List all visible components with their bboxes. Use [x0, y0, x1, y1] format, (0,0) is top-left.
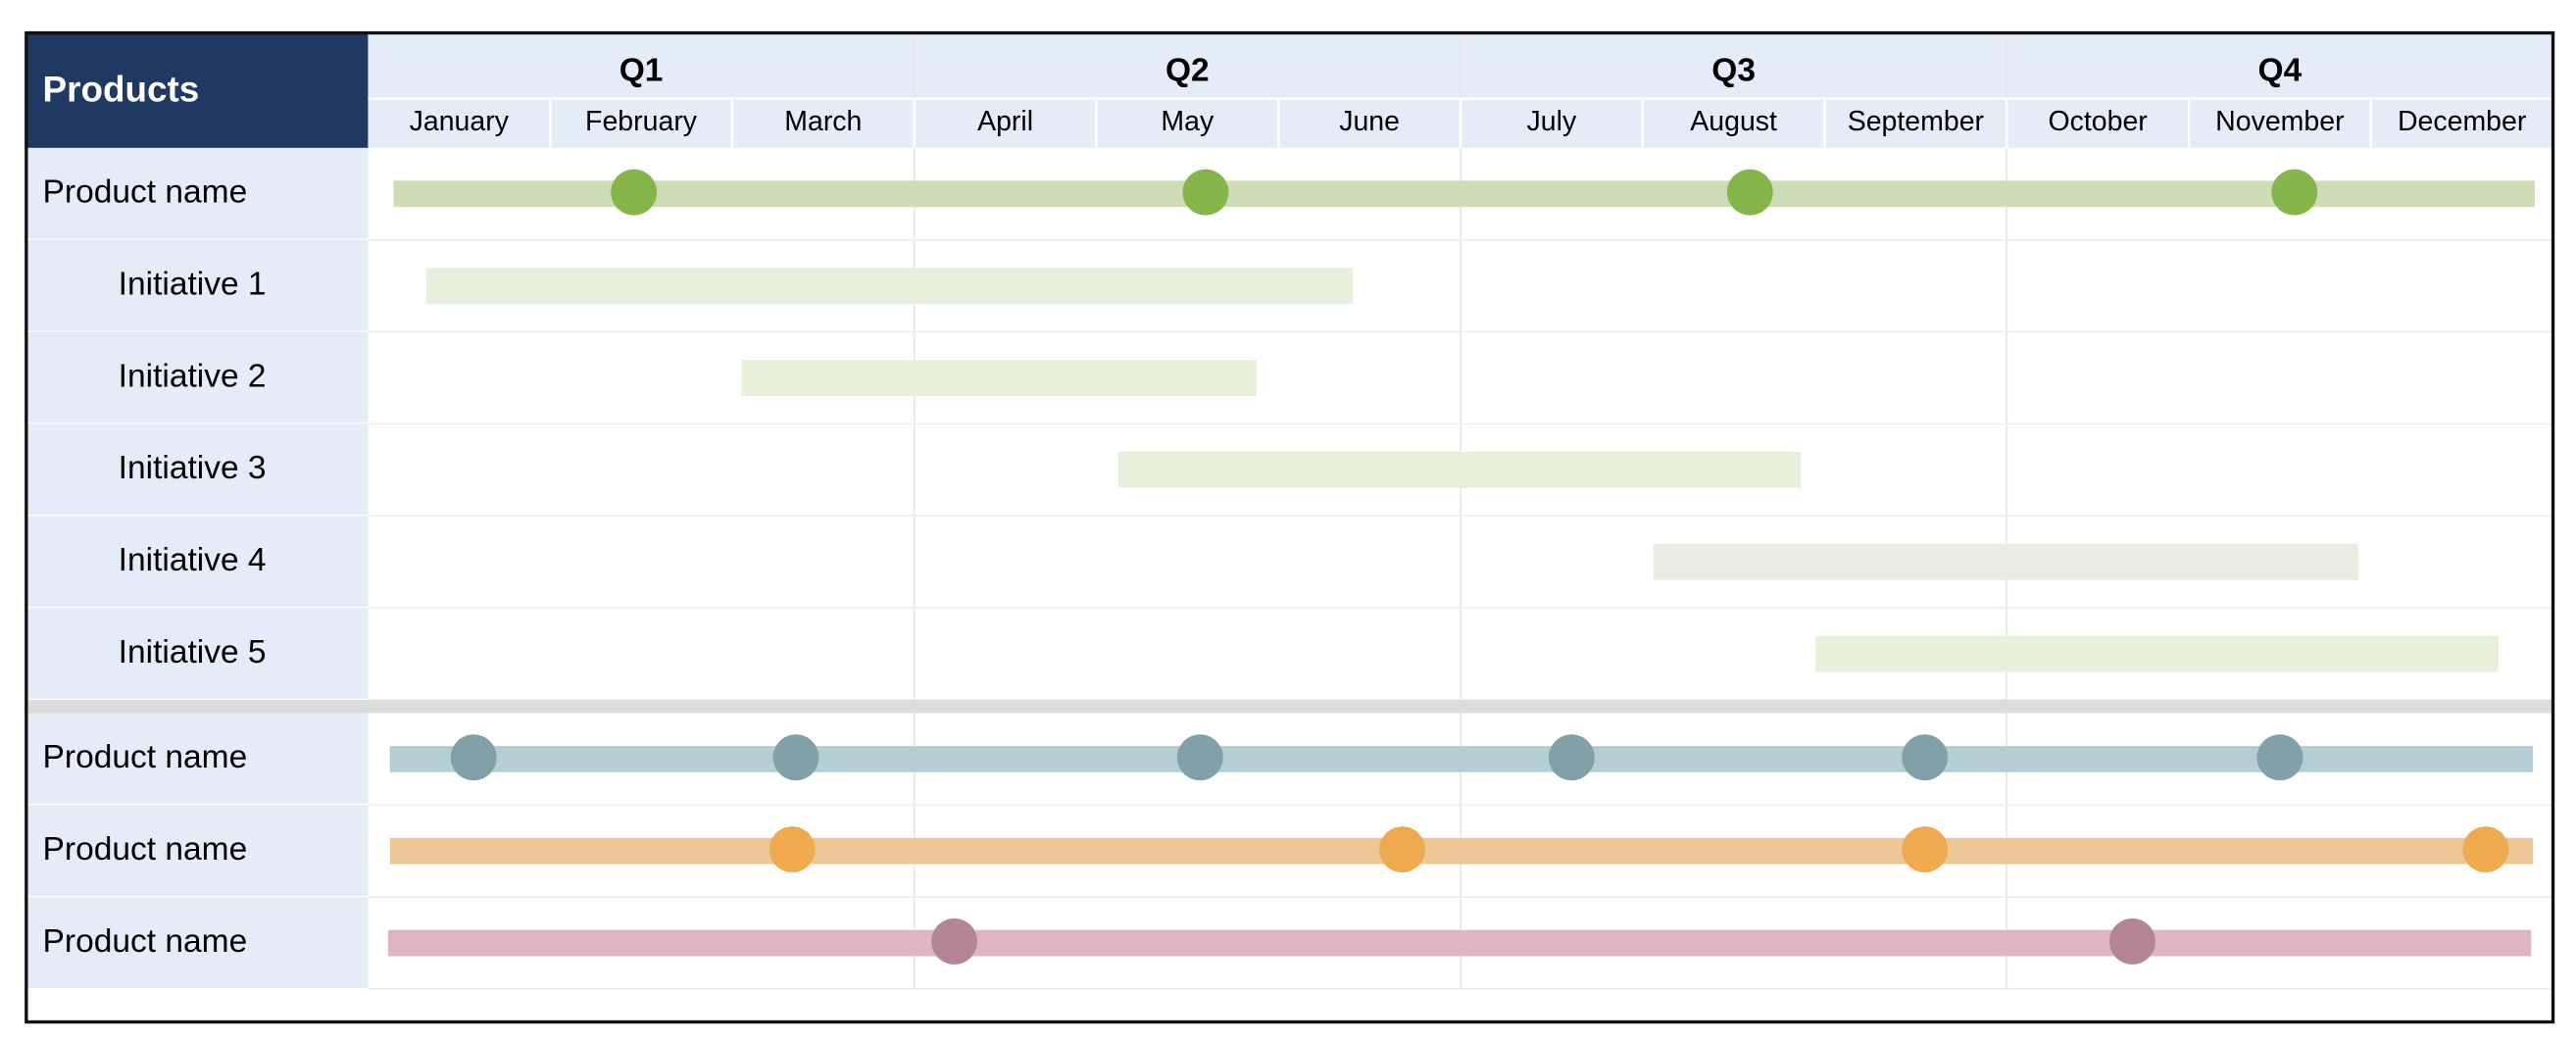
month-label: September: [1848, 106, 1985, 137]
month-label: November: [2215, 106, 2345, 137]
milestone: [1902, 734, 1949, 781]
quarter-label: Q1: [619, 53, 664, 89]
product-label: Product name: [43, 174, 248, 211]
initiative-label: Initiative 3: [119, 450, 267, 486]
month-label: May: [1161, 106, 1214, 137]
quarter-label: Q3: [1711, 53, 1756, 89]
label-cell: [25, 239, 369, 332]
label-cell: [25, 331, 369, 424]
month-label: October: [2048, 106, 2148, 137]
month-label: February: [585, 106, 698, 137]
month-label: January: [410, 106, 510, 137]
milestone: [2271, 169, 2318, 216]
header-cell: [25, 32, 369, 148]
milestone: [1379, 826, 1426, 872]
product-bar: [389, 745, 2534, 772]
label-cell: [25, 147, 369, 240]
milestone: [772, 734, 819, 781]
label-cell: [25, 713, 369, 806]
outer-border: [25, 30, 2555, 1024]
quarter-label: Q4: [2258, 53, 2303, 89]
milestone: [768, 826, 816, 872]
milestone: [2462, 826, 2509, 872]
label-cell: [25, 897, 369, 989]
product-label: Product name: [43, 739, 248, 775]
milestone: [2108, 918, 2155, 965]
product-label: Product name: [43, 923, 248, 960]
milestone: [1176, 734, 1223, 781]
milestone: [1182, 169, 1229, 216]
month-label: August: [1690, 106, 1777, 137]
initiative-label: Initiative 2: [119, 358, 267, 394]
initiative-label: Initiative 5: [119, 634, 267, 670]
product-bar: [393, 180, 2535, 208]
milestone: [931, 918, 978, 965]
milestone: [1726, 169, 1773, 216]
label-cell: [25, 608, 369, 701]
initiative-bar: [1653, 543, 2358, 580]
initiative-bar: [741, 360, 1257, 396]
product-bar: [389, 837, 2534, 865]
header-title: Products: [43, 70, 200, 110]
initiative-bar: [425, 268, 1354, 305]
initiative-bar: [1117, 451, 1802, 488]
month-label: March: [784, 106, 862, 137]
product-bar: [387, 929, 2532, 957]
quarter-label: Q2: [1165, 53, 1210, 89]
milestone: [2256, 734, 2304, 781]
initiative-bar: [1815, 635, 2499, 672]
label-cell: [25, 516, 369, 609]
label-cell: [25, 423, 369, 517]
milestone: [611, 169, 658, 216]
milestone: [1902, 826, 1949, 872]
milestone: [450, 734, 497, 781]
month-label: December: [2398, 106, 2527, 137]
product-label: Product name: [43, 831, 248, 868]
month-label: July: [1527, 106, 1577, 137]
initiative-label: Initiative 4: [119, 542, 267, 578]
milestone: [1548, 734, 1595, 781]
month-label: June: [1339, 106, 1400, 137]
section-separator: [25, 700, 2553, 714]
initiative-label: Initiative 1: [119, 267, 267, 303]
month-label: April: [977, 106, 1033, 137]
label-cell: [25, 805, 369, 898]
